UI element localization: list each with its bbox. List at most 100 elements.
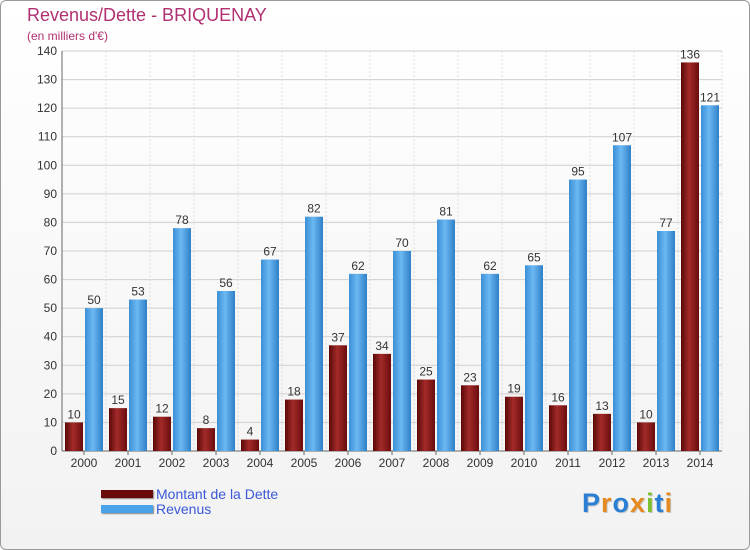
bar-dette — [681, 62, 699, 452]
data-label-revenus: 50 — [87, 293, 101, 307]
bar-revenus — [613, 145, 631, 452]
x-tick-label: 2000 — [71, 456, 98, 470]
x-tick-label: 2010 — [511, 456, 538, 470]
bar-revenus — [393, 251, 411, 451]
data-label-dette: 8 — [203, 413, 210, 427]
data-label-revenus: 53 — [131, 285, 145, 299]
y-tick-label: 70 — [44, 244, 58, 258]
data-label-dette: 136 — [680, 47, 700, 61]
bar-dette — [549, 405, 567, 451]
x-tick-label: 2007 — [379, 456, 406, 470]
chart-subtitle: (en milliers d'€) — [27, 29, 108, 43]
y-tick-label: 130 — [37, 73, 57, 87]
x-tick-label: 2014 — [687, 456, 714, 470]
bar-revenus — [217, 291, 235, 451]
logo-letter: r — [601, 488, 613, 518]
bar-revenus — [701, 105, 719, 452]
x-tick-label: 2012 — [599, 456, 626, 470]
bar-dette — [417, 379, 435, 451]
chart-title: Revenus/Dette - BRIQUENAY — [27, 5, 267, 25]
data-label-dette: 10 — [67, 407, 81, 421]
bar-dette — [505, 396, 523, 451]
data-label-dette: 34 — [375, 339, 389, 353]
bar-dette — [593, 413, 611, 451]
bar-dette — [65, 422, 83, 451]
logo-letter: t — [654, 488, 665, 518]
bar-revenus — [437, 219, 455, 451]
proxiti-logo: Proxiti — [582, 488, 673, 519]
bar-dette — [197, 428, 215, 451]
y-tick-label: 140 — [37, 44, 57, 58]
y-tick-label: 100 — [37, 158, 57, 172]
legend-label-revenus: Revenus — [156, 501, 212, 517]
data-label-revenus: 62 — [483, 259, 497, 273]
bar-revenus — [569, 179, 587, 452]
bar-dette — [637, 422, 655, 451]
x-tick-label: 2002 — [159, 456, 186, 470]
bar-dette — [329, 345, 347, 451]
y-tick-label: 40 — [44, 330, 58, 344]
bar-revenus — [349, 273, 367, 451]
legend-swatch-debt — [101, 490, 153, 498]
y-tick-label: 60 — [44, 273, 58, 287]
data-label-dette: 37 — [331, 330, 345, 344]
data-label-revenus: 65 — [527, 250, 541, 264]
logo-letter: i — [646, 488, 655, 518]
data-label-revenus: 121 — [700, 90, 720, 104]
bar-revenus — [261, 259, 279, 451]
data-label-dette: 15 — [111, 393, 125, 407]
bar-revenus — [173, 228, 191, 451]
y-tick-label: 10 — [44, 415, 58, 429]
x-tick-label: 2006 — [335, 456, 362, 470]
data-label-dette: 16 — [551, 390, 565, 404]
data-label-revenus: 78 — [175, 213, 189, 227]
bar-revenus — [305, 216, 323, 451]
bar-revenus — [525, 265, 543, 451]
y-tick-label: 90 — [44, 187, 58, 201]
x-tick-label: 2005 — [291, 456, 318, 470]
data-label-dette: 23 — [463, 370, 477, 384]
bar-dette — [153, 416, 171, 451]
legend-label-debt: Montant de la Dette — [156, 486, 279, 502]
logo-letter: o — [612, 488, 631, 518]
data-label-dette: 25 — [419, 365, 433, 379]
data-label-revenus: 67 — [263, 245, 277, 259]
y-tick-label: 120 — [37, 101, 57, 115]
bar-revenus — [129, 299, 147, 451]
data-label-dette: 12 — [155, 402, 169, 416]
logo-letter: i — [664, 488, 674, 518]
y-tick-label: 30 — [44, 358, 58, 372]
y-tick-label: 50 — [44, 301, 58, 315]
data-label-revenus: 62 — [351, 259, 365, 273]
bar-dette — [109, 408, 127, 451]
data-label-dette: 10 — [639, 407, 653, 421]
data-label-revenus: 81 — [439, 205, 453, 219]
bar-revenus — [657, 231, 675, 451]
x-tick-label: 2004 — [247, 456, 274, 470]
data-label-revenus: 107 — [612, 130, 632, 144]
x-tick-label: 2011 — [555, 456, 581, 470]
bar-dette — [373, 353, 391, 451]
x-tick-label: 2001 — [115, 456, 142, 470]
y-tick-label: 0 — [50, 444, 57, 458]
logo-letter: P — [582, 488, 602, 518]
x-tick-label: 2013 — [643, 456, 670, 470]
data-label-dette: 19 — [507, 382, 521, 396]
logo-letter: x — [630, 488, 647, 518]
y-tick-label: 80 — [44, 215, 58, 229]
y-tick-label: 20 — [44, 387, 58, 401]
data-label-dette: 4 — [247, 425, 254, 439]
data-label-dette: 18 — [287, 385, 301, 399]
bar-dette — [285, 399, 303, 451]
x-tick-label: 2008 — [423, 456, 450, 470]
x-tick-label: 2009 — [467, 456, 494, 470]
y-tick-label: 110 — [38, 130, 57, 144]
data-label-dette: 13 — [595, 399, 609, 413]
bar-dette — [241, 439, 259, 451]
bar-revenus — [481, 273, 499, 451]
bar-dette — [461, 385, 479, 451]
bar-revenus — [85, 308, 103, 451]
data-label-revenus: 82 — [307, 202, 321, 216]
data-label-revenus: 77 — [659, 216, 673, 230]
